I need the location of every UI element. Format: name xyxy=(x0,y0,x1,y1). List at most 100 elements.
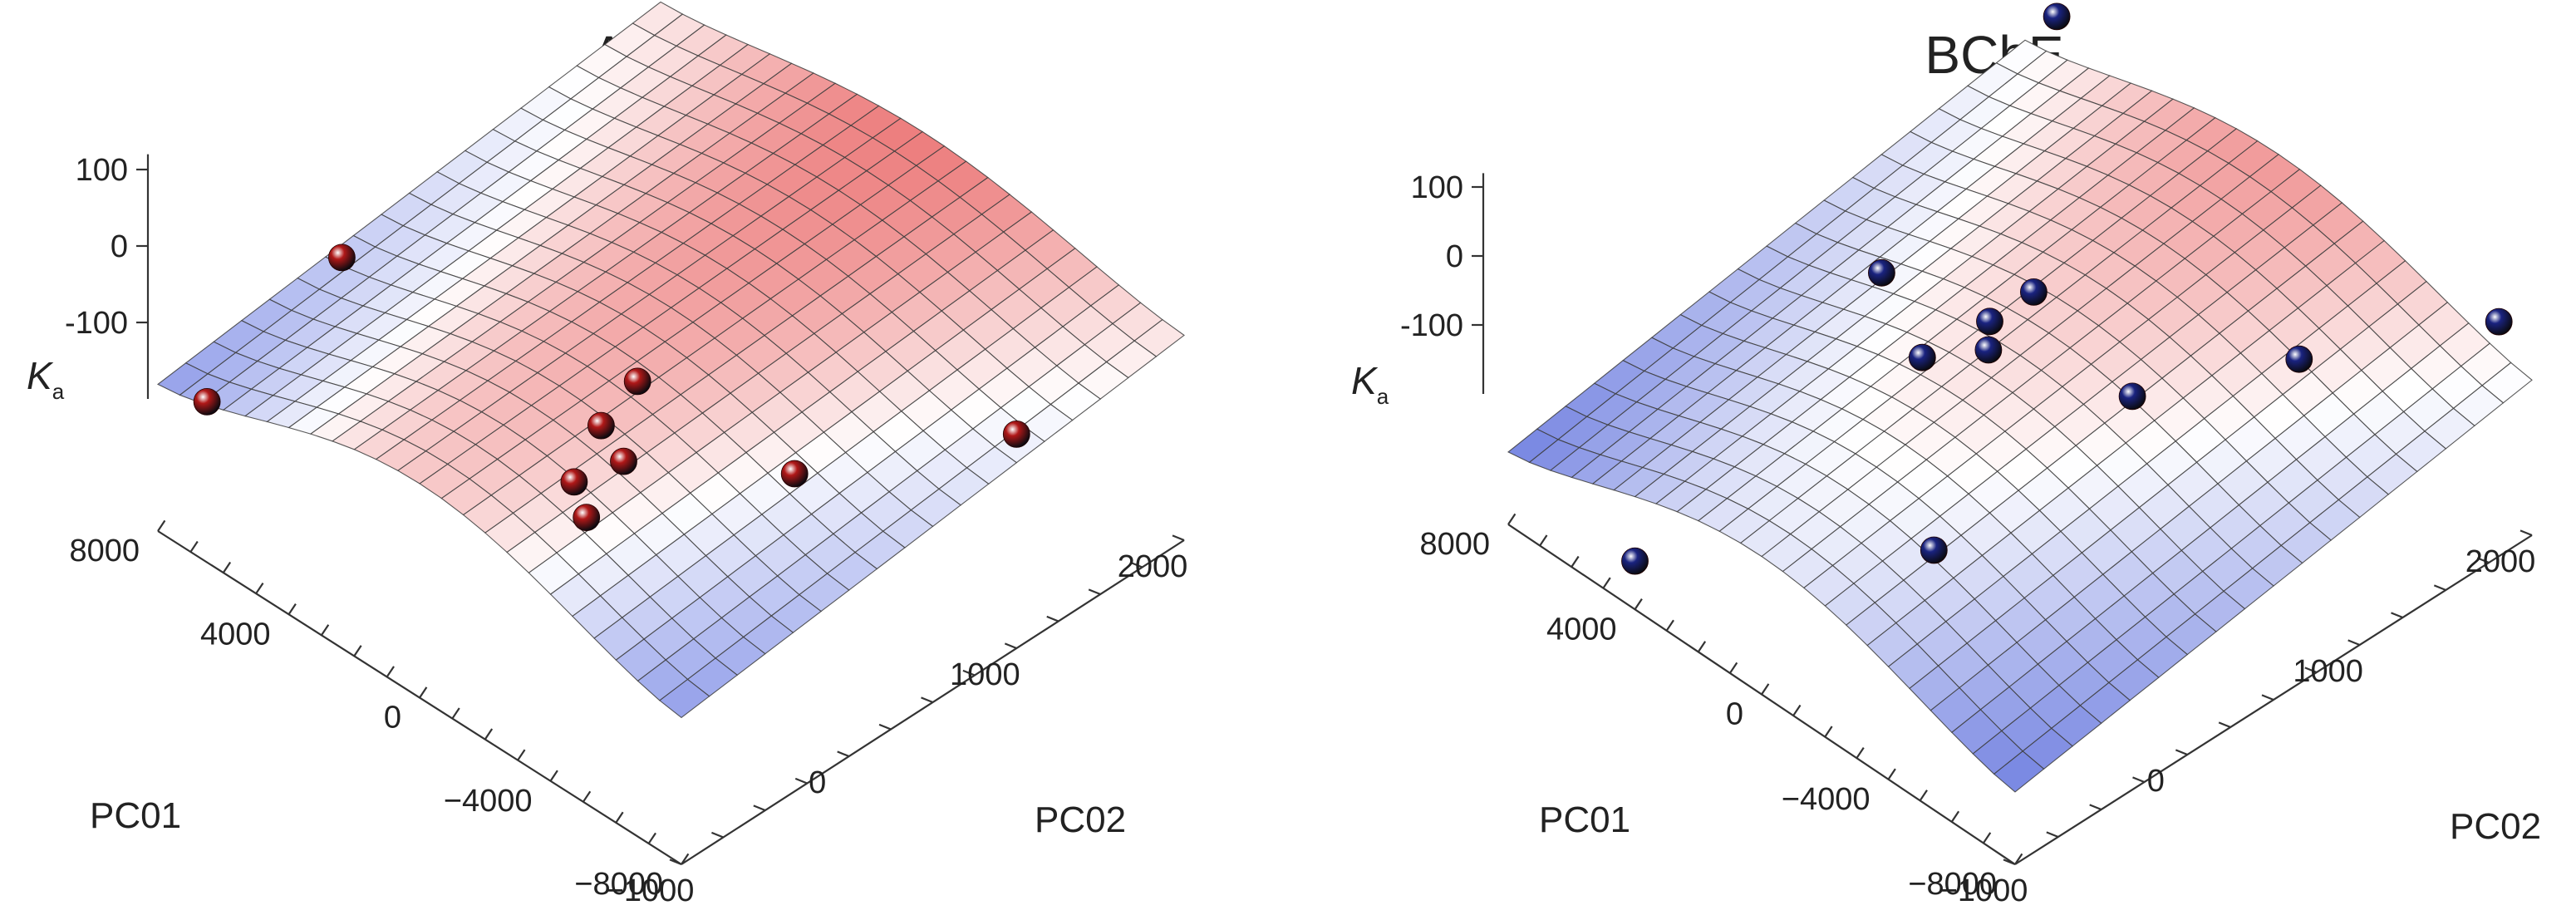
x-tick-mark xyxy=(1665,619,1674,632)
x-tick-mark xyxy=(1697,641,1707,652)
z-tick-label: 100 xyxy=(1411,170,1463,205)
z-tick-label: 0 xyxy=(111,229,128,264)
x-tick-mark xyxy=(353,645,362,657)
x-tick-mark xyxy=(615,811,624,824)
x-tick-label: −4000 xyxy=(1782,782,1871,817)
x-tick-label: 4000 xyxy=(1546,612,1617,647)
x-tick-mark xyxy=(451,707,460,720)
x-tick-label: −8000 xyxy=(574,867,663,902)
x-tick-mark xyxy=(222,561,232,573)
x-tick-mark xyxy=(1919,790,1928,801)
y-tick-mark xyxy=(711,831,724,839)
z-tick-label: 100 xyxy=(76,153,128,188)
data-point xyxy=(2043,2,2071,31)
x-tick-label: 4000 xyxy=(200,617,271,652)
data-point xyxy=(587,411,615,440)
y-tick-label: 0 xyxy=(809,765,826,800)
bche-surface xyxy=(1507,39,2533,793)
data-point xyxy=(573,504,601,531)
bche-z-axis-label-sub: a xyxy=(1377,384,1389,409)
data-point xyxy=(1867,258,1895,287)
ache-z-axis-label: Ka xyxy=(27,354,65,404)
x-tick-mark xyxy=(288,603,297,615)
x-tick-mark xyxy=(484,728,494,740)
y-tick-mark xyxy=(1088,588,1101,596)
ache-axes: −8000−4000040008000−10000100020001000-10… xyxy=(65,153,1187,908)
bche-axes: −8000−4000040008000−10000100020001000-10… xyxy=(1400,170,2535,908)
data-point xyxy=(623,367,651,396)
y-tick-label: 0 xyxy=(2147,764,2165,799)
surface-facet xyxy=(1507,428,1560,463)
y-tick-label: −1000 xyxy=(1939,873,2028,908)
y-tick-mark xyxy=(2175,749,2188,756)
data-point xyxy=(2118,382,2146,411)
bche-points xyxy=(1621,2,2513,575)
z-tick-label: 0 xyxy=(1446,239,1463,274)
y-tick-label: 2000 xyxy=(1118,549,1188,584)
bche-x-axis-label: PC01 xyxy=(1539,799,1630,840)
x-tick-mark xyxy=(647,832,656,844)
x-tick-label: 0 xyxy=(1726,697,1743,732)
y-tick-mark xyxy=(2261,694,2274,701)
x-tick-mark xyxy=(2014,853,2023,865)
x-tick-mark xyxy=(320,624,330,636)
data-point xyxy=(327,244,356,272)
data-point xyxy=(780,460,809,488)
y-tick-mark xyxy=(2003,859,2016,866)
y-tick-mark xyxy=(2218,721,2231,729)
x-tick-mark xyxy=(582,790,592,803)
x-tick-mark xyxy=(1602,577,1611,589)
x-tick-mark xyxy=(386,666,395,678)
data-point xyxy=(1621,547,1649,575)
data-point xyxy=(2485,307,2513,336)
x-tick-mark xyxy=(1856,746,1865,759)
x-tick-mark xyxy=(681,853,690,865)
y-tick-mark xyxy=(2132,776,2145,784)
y-tick-mark xyxy=(753,804,766,812)
y-tick-mark xyxy=(2089,804,2102,811)
x-tick-mark xyxy=(1982,832,1992,844)
x-tick-mark xyxy=(1728,662,1738,674)
data-point xyxy=(560,468,588,496)
x-tick-mark xyxy=(1507,513,1517,525)
x-tick-mark xyxy=(1792,704,1802,716)
data-point xyxy=(2019,278,2048,306)
x-tick-mark xyxy=(517,749,526,761)
y-tick-mark xyxy=(1172,534,1185,542)
x-tick-mark xyxy=(1950,810,1960,823)
data-point xyxy=(1002,421,1030,448)
ache-surface xyxy=(156,1,1185,719)
x-tick-mark xyxy=(1634,598,1643,610)
ache-panel: AChE −8000−4000040008000−100001000200010… xyxy=(27,1,1187,908)
ache-points xyxy=(193,244,1030,531)
y-tick-mark xyxy=(794,777,808,785)
y-tick-mark xyxy=(669,859,682,866)
x-tick-mark xyxy=(1761,683,1770,696)
x-tick-label: 8000 xyxy=(69,534,140,568)
x-tick-label: −8000 xyxy=(1908,867,1997,902)
y-tick-mark xyxy=(1130,561,1143,568)
data-point xyxy=(1974,336,2003,364)
y-tick-mark xyxy=(2433,584,2446,592)
ache-y-axis-label: PC02 xyxy=(1035,799,1126,840)
data-point xyxy=(610,447,637,475)
y-tick-mark xyxy=(962,669,976,676)
y-tick-mark xyxy=(2304,667,2318,674)
y-tick-label: 1000 xyxy=(950,657,1020,692)
bche-z-axis-label: Ka xyxy=(1351,359,1389,409)
y-tick-label: 2000 xyxy=(2465,544,2536,579)
y-tick-mark xyxy=(2391,612,2403,619)
x-tick-mark xyxy=(419,686,428,699)
x-tick-mark xyxy=(255,582,264,594)
y-tick-label: −1000 xyxy=(606,873,695,908)
y-tick-mark xyxy=(921,696,933,704)
z-tick-label: -100 xyxy=(1400,308,1463,343)
y-tick-mark xyxy=(2046,831,2059,839)
bche-panel: BChE −8000−4000040008000−100001000200010… xyxy=(1351,2,2541,908)
data-point xyxy=(1908,343,1936,371)
bche-z-axis-label-main: K xyxy=(1351,359,1379,402)
y-tick-mark xyxy=(878,723,892,731)
ache-x-axis-label: PC01 xyxy=(90,795,181,836)
x-tick-label: 8000 xyxy=(1419,527,1490,562)
